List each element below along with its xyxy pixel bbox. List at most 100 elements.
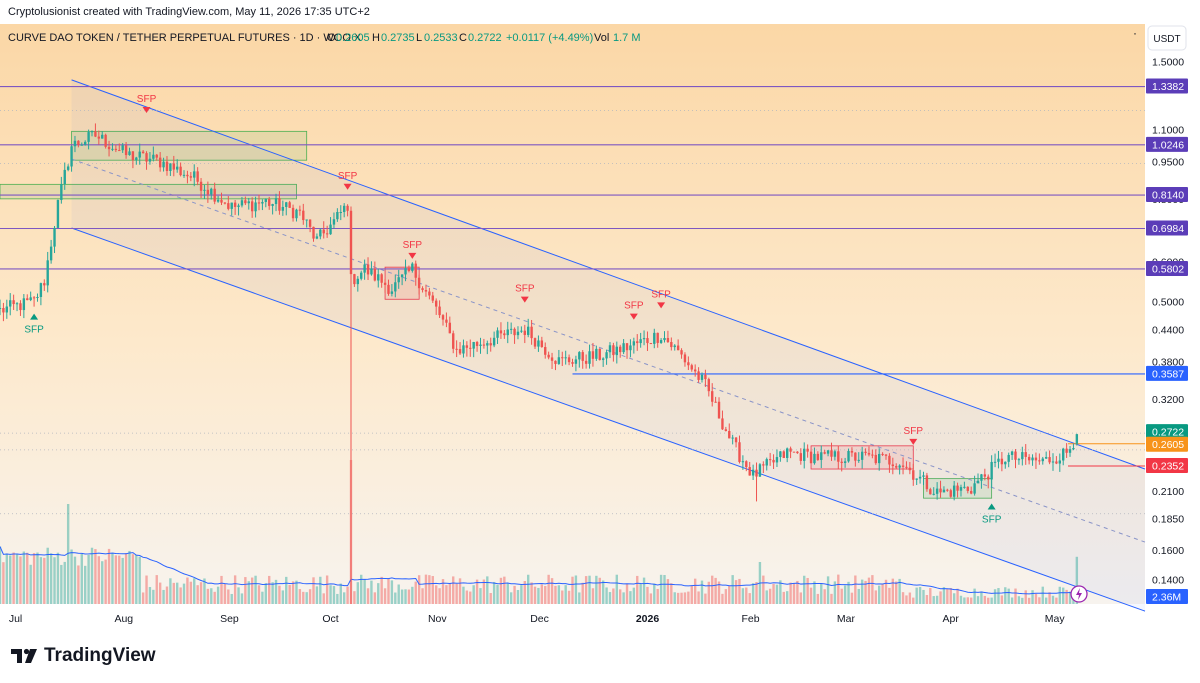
volume-bar bbox=[1068, 591, 1072, 604]
candle-body bbox=[656, 332, 659, 343]
volume-bar bbox=[533, 586, 537, 604]
sfp-arrow-up bbox=[987, 503, 996, 510]
volume-bar bbox=[138, 556, 141, 604]
candle-body bbox=[533, 338, 537, 347]
volume-bar bbox=[908, 592, 912, 604]
volume-bar bbox=[922, 589, 925, 604]
candle-body bbox=[186, 174, 189, 177]
volume-bar bbox=[901, 592, 905, 604]
volume-bar bbox=[452, 576, 455, 604]
candle-body bbox=[308, 219, 312, 227]
sfp-label: SFP bbox=[338, 171, 358, 182]
volume-bar bbox=[823, 589, 826, 604]
candle-body bbox=[1017, 459, 1021, 461]
candle-body bbox=[43, 283, 46, 286]
tradingview-logo[interactable]: TradingView bbox=[10, 645, 156, 667]
candle-body bbox=[332, 219, 336, 225]
candle-body bbox=[1010, 451, 1014, 455]
y-tick-label: 0.9500 bbox=[1152, 156, 1184, 168]
volume-bar bbox=[670, 583, 673, 604]
candle-body bbox=[233, 202, 237, 207]
candle-body bbox=[980, 474, 983, 481]
volume-bar bbox=[714, 577, 717, 604]
menu-dot[interactable]: · bbox=[1133, 26, 1137, 40]
volume-bar bbox=[336, 593, 339, 604]
price-chart[interactable]: SFP SFP SFP SFP SFP SFP SFP SFP SFP 1.5000 1.1000… bbox=[0, 24, 1200, 637]
sfp-arrow-down bbox=[142, 107, 151, 114]
candle-body bbox=[356, 278, 360, 285]
candle-body bbox=[325, 233, 329, 235]
candle-body bbox=[298, 209, 302, 211]
volume-bar bbox=[792, 583, 796, 604]
candle-body bbox=[380, 274, 383, 283]
candle-body bbox=[799, 453, 803, 461]
currency-button[interactable] bbox=[1147, 25, 1187, 51]
candle-body bbox=[32, 297, 36, 299]
volume-bar bbox=[469, 591, 472, 604]
volume-bar bbox=[84, 565, 87, 604]
candle-body bbox=[101, 134, 104, 139]
candle-body bbox=[820, 452, 823, 460]
candle-body bbox=[915, 478, 918, 480]
volume-bar bbox=[656, 588, 659, 604]
candle-body bbox=[472, 341, 475, 349]
candle-body bbox=[782, 451, 785, 458]
volume-bar bbox=[608, 592, 612, 604]
level-badge-text: 1.3382 bbox=[1152, 81, 1184, 93]
candle-body bbox=[768, 459, 772, 461]
candle-body bbox=[1027, 456, 1031, 461]
volume-bar bbox=[959, 595, 963, 604]
candle-body bbox=[878, 453, 881, 464]
sfp-arrow-down bbox=[657, 302, 666, 309]
candle-body bbox=[465, 345, 469, 348]
candle-body bbox=[833, 451, 837, 457]
level-badge-text: 0.5802 bbox=[1152, 263, 1184, 275]
candle-body bbox=[516, 331, 520, 336]
candle-body bbox=[295, 209, 298, 219]
volume-bar bbox=[271, 582, 274, 604]
candle-body bbox=[1007, 454, 1010, 462]
volume-bar bbox=[564, 585, 567, 604]
candle-body bbox=[632, 341, 636, 346]
volume-bar bbox=[404, 589, 407, 604]
candle-body bbox=[806, 448, 809, 452]
volume-bar bbox=[1075, 556, 1079, 604]
candle-body bbox=[704, 374, 707, 380]
candle-body bbox=[714, 401, 717, 403]
x-tick-label: 2026 bbox=[636, 613, 660, 625]
candle-body bbox=[581, 352, 584, 361]
volume-bar bbox=[278, 585, 281, 604]
volume-bar bbox=[486, 576, 489, 604]
volume-bar bbox=[121, 557, 124, 604]
candle-body bbox=[895, 466, 898, 468]
candle-body bbox=[741, 461, 745, 463]
candle-body bbox=[363, 264, 366, 273]
candle-body bbox=[196, 171, 199, 182]
volume-bar bbox=[615, 574, 618, 604]
volume-bar bbox=[993, 589, 997, 604]
candle-body bbox=[544, 347, 547, 355]
volume-bar bbox=[179, 587, 182, 604]
volume-bar bbox=[997, 588, 1000, 604]
candle-body bbox=[646, 338, 649, 344]
candle-body bbox=[734, 437, 738, 443]
volume-bar bbox=[377, 583, 380, 604]
volume-bar bbox=[230, 593, 233, 604]
candle-body bbox=[912, 470, 915, 480]
candle-body bbox=[254, 202, 257, 212]
volume-bar bbox=[898, 578, 901, 604]
volume-bar bbox=[987, 597, 990, 604]
candle-body bbox=[339, 212, 342, 214]
volume-bar bbox=[394, 592, 397, 604]
candle-body bbox=[687, 362, 690, 366]
candle-body bbox=[993, 461, 997, 463]
volume-bar bbox=[574, 575, 578, 604]
candle-body bbox=[1041, 458, 1044, 462]
volume-bar bbox=[322, 593, 325, 604]
volume-bar bbox=[704, 593, 707, 604]
volume-bar bbox=[830, 593, 833, 604]
volume-bar bbox=[397, 584, 400, 604]
candle-body bbox=[997, 458, 1000, 462]
volume-bar bbox=[295, 580, 298, 604]
candle-body bbox=[128, 151, 131, 156]
